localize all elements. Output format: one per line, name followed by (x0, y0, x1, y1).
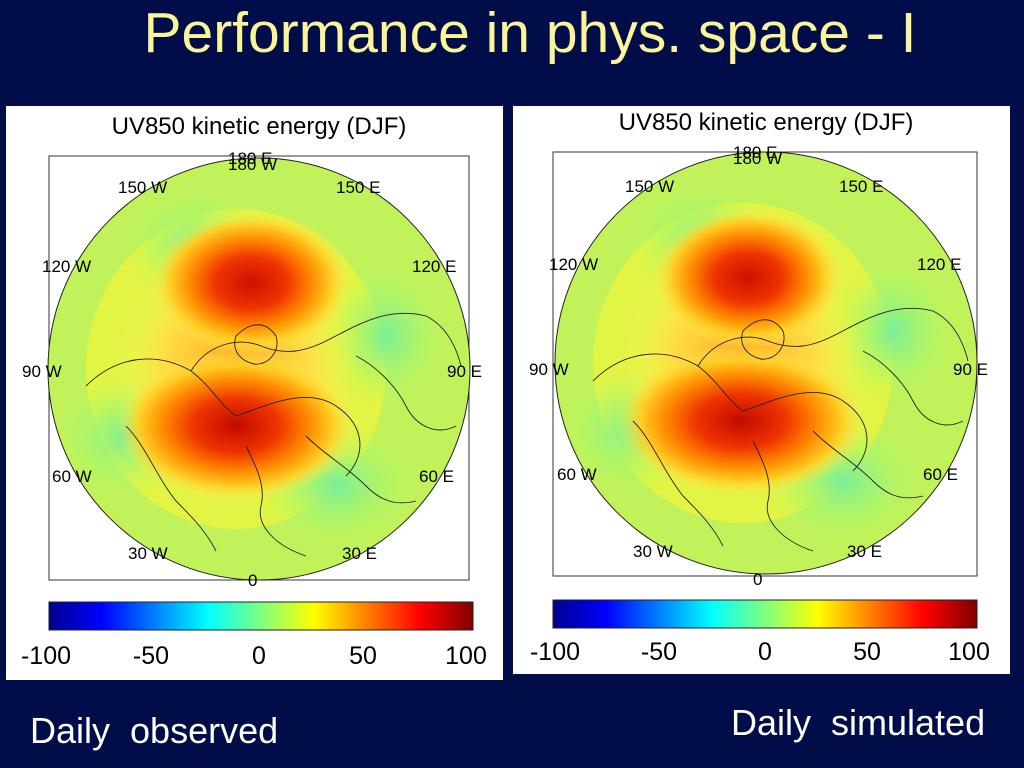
atlantic-maximum (116, 351, 356, 501)
atlantic-maximum (616, 346, 866, 496)
lon-label-30e: 30 E (342, 544, 377, 563)
colorbar-tick: 100 (948, 638, 990, 666)
longitude-labels: 180 W 180 E 150 W 150 E 120 W 120 E 90 W… (529, 143, 988, 589)
lon-label-180w: 180 W (733, 149, 782, 168)
observed-chart-panel: UV850 kinetic energy (DJF) (6, 106, 503, 680)
colorbar-tick: -100 (530, 638, 580, 666)
lon-label-150w: 150 W (625, 177, 674, 196)
lon-label-60w: 60 W (557, 465, 597, 484)
colorbar-tick: 50 (853, 638, 881, 666)
lon-label-150e: 150 E (839, 177, 883, 196)
lon-label-0: 0 (753, 570, 762, 589)
lon-label-30w: 30 W (633, 542, 673, 561)
colorbar-tick: -50 (133, 642, 169, 670)
colorbar-tick: 50 (349, 642, 377, 670)
pacific-maximum (653, 208, 843, 348)
lon-label-120w: 120 W (42, 257, 91, 276)
lon-label-60e: 60 E (419, 467, 454, 486)
colorbar-ticks: -100 -50 0 50 100 (21, 642, 487, 670)
longitude-labels: 180 W 180 E 150 W 150 E 120 W 120 E 90 W… (22, 149, 482, 590)
pacific-maximum (151, 211, 351, 355)
simulated-chart: UV850 kinetic energy (DJF) (529, 109, 990, 666)
lon-label-150e: 150 E (336, 178, 380, 197)
colorbar (552, 599, 978, 629)
slide-title: Performance in phys. space - I (143, 1, 917, 65)
chart-title: UV850 kinetic energy (DJF) (619, 109, 914, 136)
lon-label-60w: 60 W (52, 467, 92, 486)
lon-label-120e: 120 E (412, 257, 456, 276)
observed-chart: UV850 kinetic energy (DJF) (21, 113, 487, 670)
lon-label-120w: 120 W (549, 255, 598, 274)
colorbar-tick: -50 (641, 638, 677, 666)
lon-label-180e: 180 E (228, 149, 272, 168)
lon-label-0: 0 (248, 571, 257, 590)
kinetic-energy-field (555, 152, 977, 574)
colorbar-tick: 0 (252, 642, 266, 670)
lon-label-30e: 30 E (847, 542, 882, 561)
lon-label-180e: 180 E (733, 143, 777, 162)
lon-label-90e: 90 E (447, 362, 482, 381)
lon-label-120e: 120 E (917, 255, 961, 274)
simulated-chart-panel: UV850 kinetic energy (DJF) (513, 106, 1010, 674)
colorbar-tick: -100 (21, 642, 71, 670)
kinetic-energy-field (48, 158, 470, 580)
lon-label-180w: 180 W (228, 155, 277, 174)
simulated-caption: Daily simulated (731, 702, 986, 743)
lon-label-60e: 60 E (923, 465, 958, 484)
lon-label-30w: 30 W (128, 544, 168, 563)
lon-label-90w: 90 W (529, 360, 569, 379)
lon-label-150w: 150 W (118, 178, 167, 197)
colorbar-ticks: -100 -50 0 50 100 (530, 638, 990, 666)
observed-caption: Daily observed (30, 710, 279, 751)
colorbar-tick: 0 (758, 638, 772, 666)
lon-label-90e: 90 E (953, 360, 988, 379)
lon-label-90w: 90 W (22, 362, 62, 381)
colorbar-tick: 100 (445, 642, 487, 670)
chart-title: UV850 kinetic energy (DJF) (112, 113, 407, 140)
colorbar (48, 601, 474, 631)
